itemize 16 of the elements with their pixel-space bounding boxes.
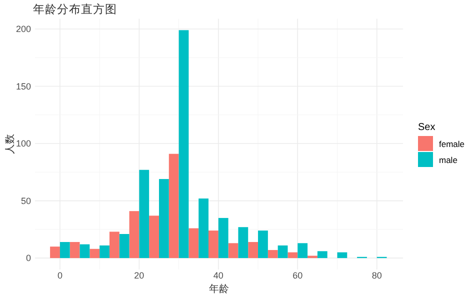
chart-title: 年龄分布直方图 xyxy=(33,2,117,16)
legend-label: female xyxy=(439,139,465,149)
y-tick-label: 0 xyxy=(26,253,31,264)
y-axis-title: 人数 xyxy=(5,134,16,154)
x-tick-label: 40 xyxy=(213,270,224,280)
x-axis-title: 年龄 xyxy=(209,283,229,295)
x-tick-label: 20 xyxy=(134,270,144,280)
y-tick-label: 200 xyxy=(16,24,31,34)
x-tick-label: 80 xyxy=(372,270,382,280)
legend-title: Sex xyxy=(418,122,436,133)
y-tick-label: 150 xyxy=(16,81,31,92)
x-tick-label: 60 xyxy=(292,270,303,280)
y-tick-label: 50 xyxy=(20,196,31,206)
y-tick-label: 100 xyxy=(16,138,31,149)
legend-label: male xyxy=(439,155,458,165)
x-tick-label: 0 xyxy=(57,270,62,280)
